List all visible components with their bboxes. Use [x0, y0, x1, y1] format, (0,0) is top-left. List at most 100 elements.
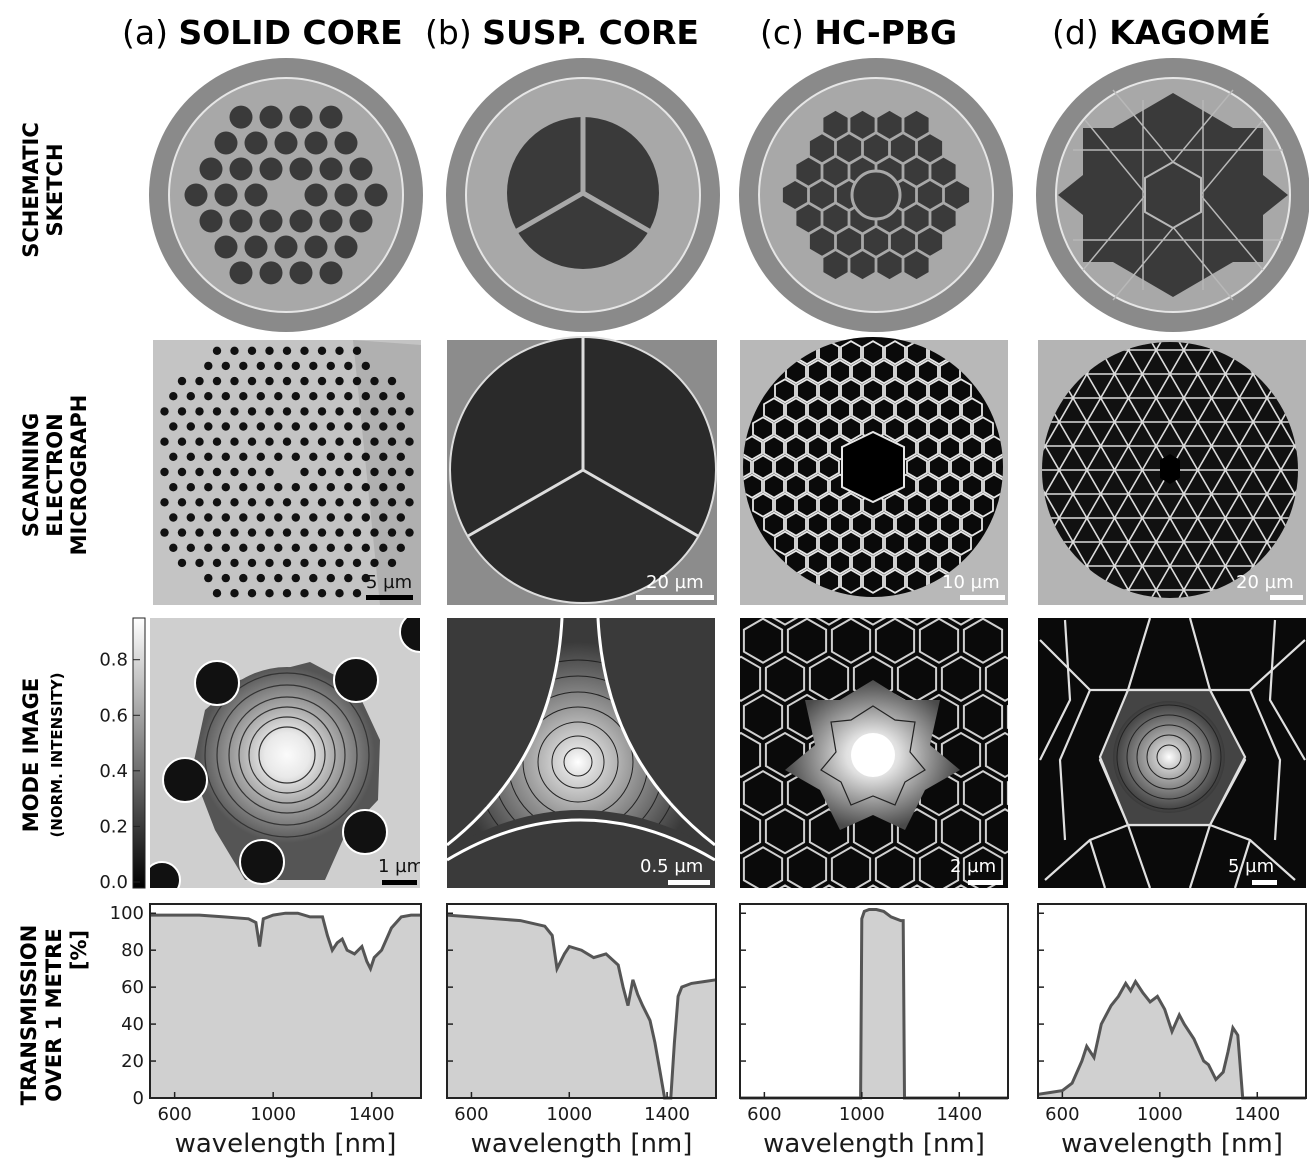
sem-hole — [326, 483, 335, 492]
cladding-cell — [931, 204, 956, 233]
sem-hc-pbg: 10 µm — [740, 337, 1008, 605]
sem-hole — [265, 589, 274, 598]
sem-hole — [204, 422, 213, 431]
sem-hole — [326, 513, 335, 522]
sem-cell — [763, 473, 785, 499]
mode-cell — [740, 808, 762, 855]
sem-hole — [317, 376, 327, 386]
sem-cell — [840, 416, 862, 442]
mode-cell — [764, 808, 806, 855]
sem-cell — [972, 454, 994, 480]
sem-hole — [247, 346, 257, 355]
mode-cell — [859, 618, 887, 626]
sem-hole — [221, 422, 230, 431]
sem-hole — [405, 407, 414, 416]
transmission-curve — [740, 908, 1008, 1100]
mode-cell — [742, 769, 784, 817]
sem-hole — [396, 452, 405, 461]
sem-hole — [195, 407, 204, 416]
sem-hole — [309, 361, 318, 371]
mode-cell — [742, 618, 784, 664]
y-tick-label: 80 — [121, 940, 144, 961]
sem-hole — [335, 407, 344, 416]
sem-cell — [763, 435, 785, 461]
sem-cell — [928, 492, 950, 518]
sem-hole — [186, 543, 195, 552]
mode-cell — [903, 618, 931, 626]
sem-hole — [230, 346, 239, 355]
sem-hole — [344, 513, 353, 522]
sem-cell — [895, 397, 917, 423]
cladding-cell — [850, 251, 875, 280]
mode-cell — [962, 693, 1004, 741]
sem-hole — [326, 573, 335, 583]
cladding-cell — [809, 181, 835, 209]
sem-hole — [195, 467, 204, 477]
sem-hole — [186, 513, 195, 522]
sem-cell — [796, 530, 818, 556]
sem-cell — [752, 492, 774, 518]
sem-hole — [344, 422, 353, 431]
cladding-cell — [917, 134, 943, 163]
sem-hole — [230, 589, 239, 598]
mode-cell — [742, 693, 784, 741]
mode-cell — [940, 655, 982, 702]
sem-cell — [840, 378, 862, 404]
sem-hole — [300, 376, 309, 386]
transmission-chart-b: 600 1000 1400 wavelength [nm] — [446, 903, 717, 1159]
sem-hole — [230, 407, 239, 416]
sem-hole — [230, 437, 239, 446]
sem-cell — [961, 511, 983, 537]
sem-hole — [282, 346, 292, 355]
sem-scale-a: 5 µm — [366, 572, 412, 593]
schematic-suspended-core — [446, 58, 720, 332]
x-axis-label: wavelength [nm] — [175, 1129, 397, 1159]
sem-cell — [840, 340, 862, 366]
colorbar-tick-label: 0.8 — [99, 650, 128, 671]
sem-hole — [274, 392, 283, 401]
sem-hole — [379, 422, 388, 431]
sem-cell — [807, 549, 829, 575]
sem-hole — [344, 483, 353, 492]
sem-hole — [160, 528, 169, 537]
cladding-cell — [904, 251, 929, 280]
sem-cell — [884, 492, 906, 518]
sem-hole — [221, 513, 230, 522]
cladding-cell — [904, 157, 929, 186]
sem-hole — [317, 467, 327, 477]
sem-hole — [361, 361, 370, 371]
sem-hole — [309, 392, 318, 401]
sem-hole — [379, 513, 388, 522]
sem-cell — [884, 416, 906, 442]
sem-cell — [818, 378, 840, 404]
svg-text:SCHEMATIC: SCHEMATIC — [19, 122, 43, 258]
colorbar-tick-label: 0.6 — [99, 705, 128, 726]
cladding-cell — [823, 110, 848, 139]
sem-hole — [352, 346, 362, 355]
sem-cell — [972, 492, 994, 518]
sem-hole — [335, 498, 344, 507]
sem-hole — [274, 452, 283, 461]
sem-hole — [300, 407, 309, 416]
cladding-cell — [809, 227, 835, 256]
sem-hole — [256, 452, 265, 461]
air-hole — [199, 157, 223, 181]
sem-hole — [344, 543, 353, 552]
sem-hole — [361, 483, 370, 492]
sem-hole — [256, 573, 265, 583]
sem-hole — [247, 528, 257, 537]
mode-cell — [1006, 780, 1008, 806]
sem-hole — [265, 528, 274, 537]
x-tick-label: 600 — [747, 1104, 781, 1125]
air-hole — [349, 209, 373, 233]
colorbar-tick-label: 0.0 — [99, 872, 128, 893]
sem-cell — [939, 397, 961, 423]
air-hole — [259, 105, 283, 129]
x-tick-label: 1400 — [936, 1104, 982, 1125]
sem-cell — [917, 473, 939, 499]
sem-hole — [177, 528, 187, 537]
sem-hole — [177, 376, 187, 386]
sem-hole — [291, 483, 300, 492]
air-hole — [304, 131, 328, 155]
sem-hole — [370, 437, 379, 446]
